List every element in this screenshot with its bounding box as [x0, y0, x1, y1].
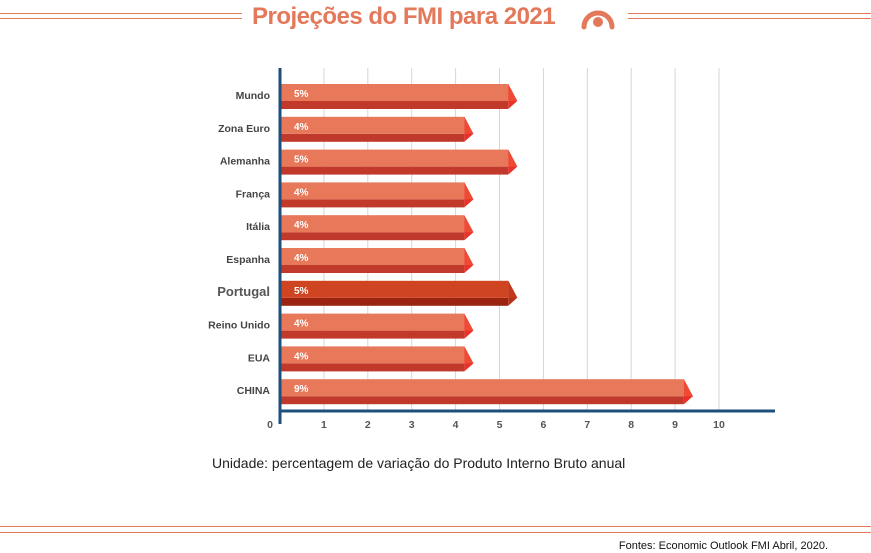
bar-group: 5% Alemanha	[220, 149, 518, 175]
footer-divider	[0, 526, 871, 533]
title-divider-left	[0, 13, 242, 19]
x-tick-label: 7	[584, 419, 590, 431]
x-tick-label: 1	[321, 419, 327, 431]
bar-value-label: 4%	[294, 220, 309, 231]
bar-tip-face	[464, 313, 474, 331]
category-label: França	[236, 188, 271, 200]
x-tick-label: 5	[497, 419, 503, 431]
title-divider-right	[628, 13, 871, 19]
category-label: Mundo	[236, 90, 270, 102]
x-tick-label: 2	[365, 419, 371, 431]
bar-group: 4% Espanha	[226, 248, 474, 273]
bar-tip-face	[464, 346, 474, 364]
category-label: Zona Euro	[218, 123, 270, 135]
bar-shadow	[280, 265, 465, 273]
x-tick-label: 4	[453, 419, 459, 431]
bar-group: 4% Zona Euro	[218, 116, 474, 142]
bar	[280, 313, 465, 331]
bar	[280, 215, 465, 233]
bar-value-label: 5%	[294, 89, 309, 100]
category-label: CHINA	[237, 385, 271, 397]
bar	[280, 248, 465, 265]
bar-tip-face	[464, 215, 474, 233]
category-label: Reino Unido	[208, 320, 270, 332]
x-tick-label: 0	[267, 419, 273, 431]
x-tick-label: 9	[672, 419, 678, 431]
bar-shadow	[280, 330, 465, 339]
bar-tip-face	[464, 116, 474, 134]
bar-tip-face	[508, 280, 518, 298]
category-label: Portugal	[217, 284, 270, 299]
bar	[280, 182, 465, 200]
bar-group: 4% Itália	[246, 215, 474, 241]
bar-value-label: 4%	[294, 351, 309, 362]
bar	[280, 280, 509, 298]
bar-value-label: 9%	[294, 384, 309, 395]
bar	[280, 116, 465, 134]
bar-tip-face	[464, 248, 474, 265]
bar-shadow	[280, 199, 465, 208]
title-bar: Projeções do FMI para 2021	[0, 0, 871, 34]
bar-group: 4% EUA	[248, 346, 474, 372]
bar-group: 5% Portugal	[217, 280, 518, 306]
bar-tip-face	[508, 149, 518, 167]
x-tick-label: 8	[628, 419, 634, 431]
bar-value-label: 4%	[294, 319, 309, 330]
bar-group: 4% Reino Unido	[208, 313, 474, 339]
bar	[280, 149, 509, 167]
bar-shadow	[280, 101, 509, 109]
unit-note: Unidade: percentagem de variação do Prod…	[212, 455, 626, 471]
x-tick-label: 10	[713, 419, 725, 431]
bar-value-label: 4%	[294, 187, 309, 198]
brand-logo-icon	[581, 10, 615, 30]
bar-tip-face	[464, 182, 474, 200]
bar-shadow	[280, 297, 509, 306]
bar-shadow	[280, 396, 684, 405]
category-label: Espanha	[226, 254, 270, 266]
bar-tip-face	[508, 84, 518, 101]
bar-shadow	[280, 133, 465, 142]
category-label: EUA	[248, 352, 271, 364]
bar-value-label: 4%	[294, 122, 309, 133]
page-title: Projeções do FMI para 2021	[252, 3, 556, 30]
bar-shadow	[280, 363, 465, 372]
bar-group: 4% França	[236, 182, 474, 208]
bar-value-label: 5%	[294, 286, 309, 297]
bar-tip-face	[683, 379, 693, 397]
bar-group: 9% CHINA	[237, 379, 693, 405]
bar-value-label: 4%	[294, 253, 309, 264]
category-label: Alemanha	[220, 156, 270, 168]
bar	[280, 84, 509, 101]
x-tick-label: 6	[540, 419, 546, 431]
bar-shadow	[280, 232, 465, 241]
source-note: Fontes: Economic Outlook FMI Abril, 2020…	[618, 540, 828, 552]
bar-value-label: 5%	[294, 155, 309, 166]
category-label: Itália	[246, 221, 270, 233]
bar	[280, 346, 465, 364]
bar	[280, 379, 684, 397]
bar-shadow	[280, 166, 509, 175]
bar-group: 5% Mundo	[236, 84, 518, 109]
x-tick-label: 3	[409, 419, 415, 431]
